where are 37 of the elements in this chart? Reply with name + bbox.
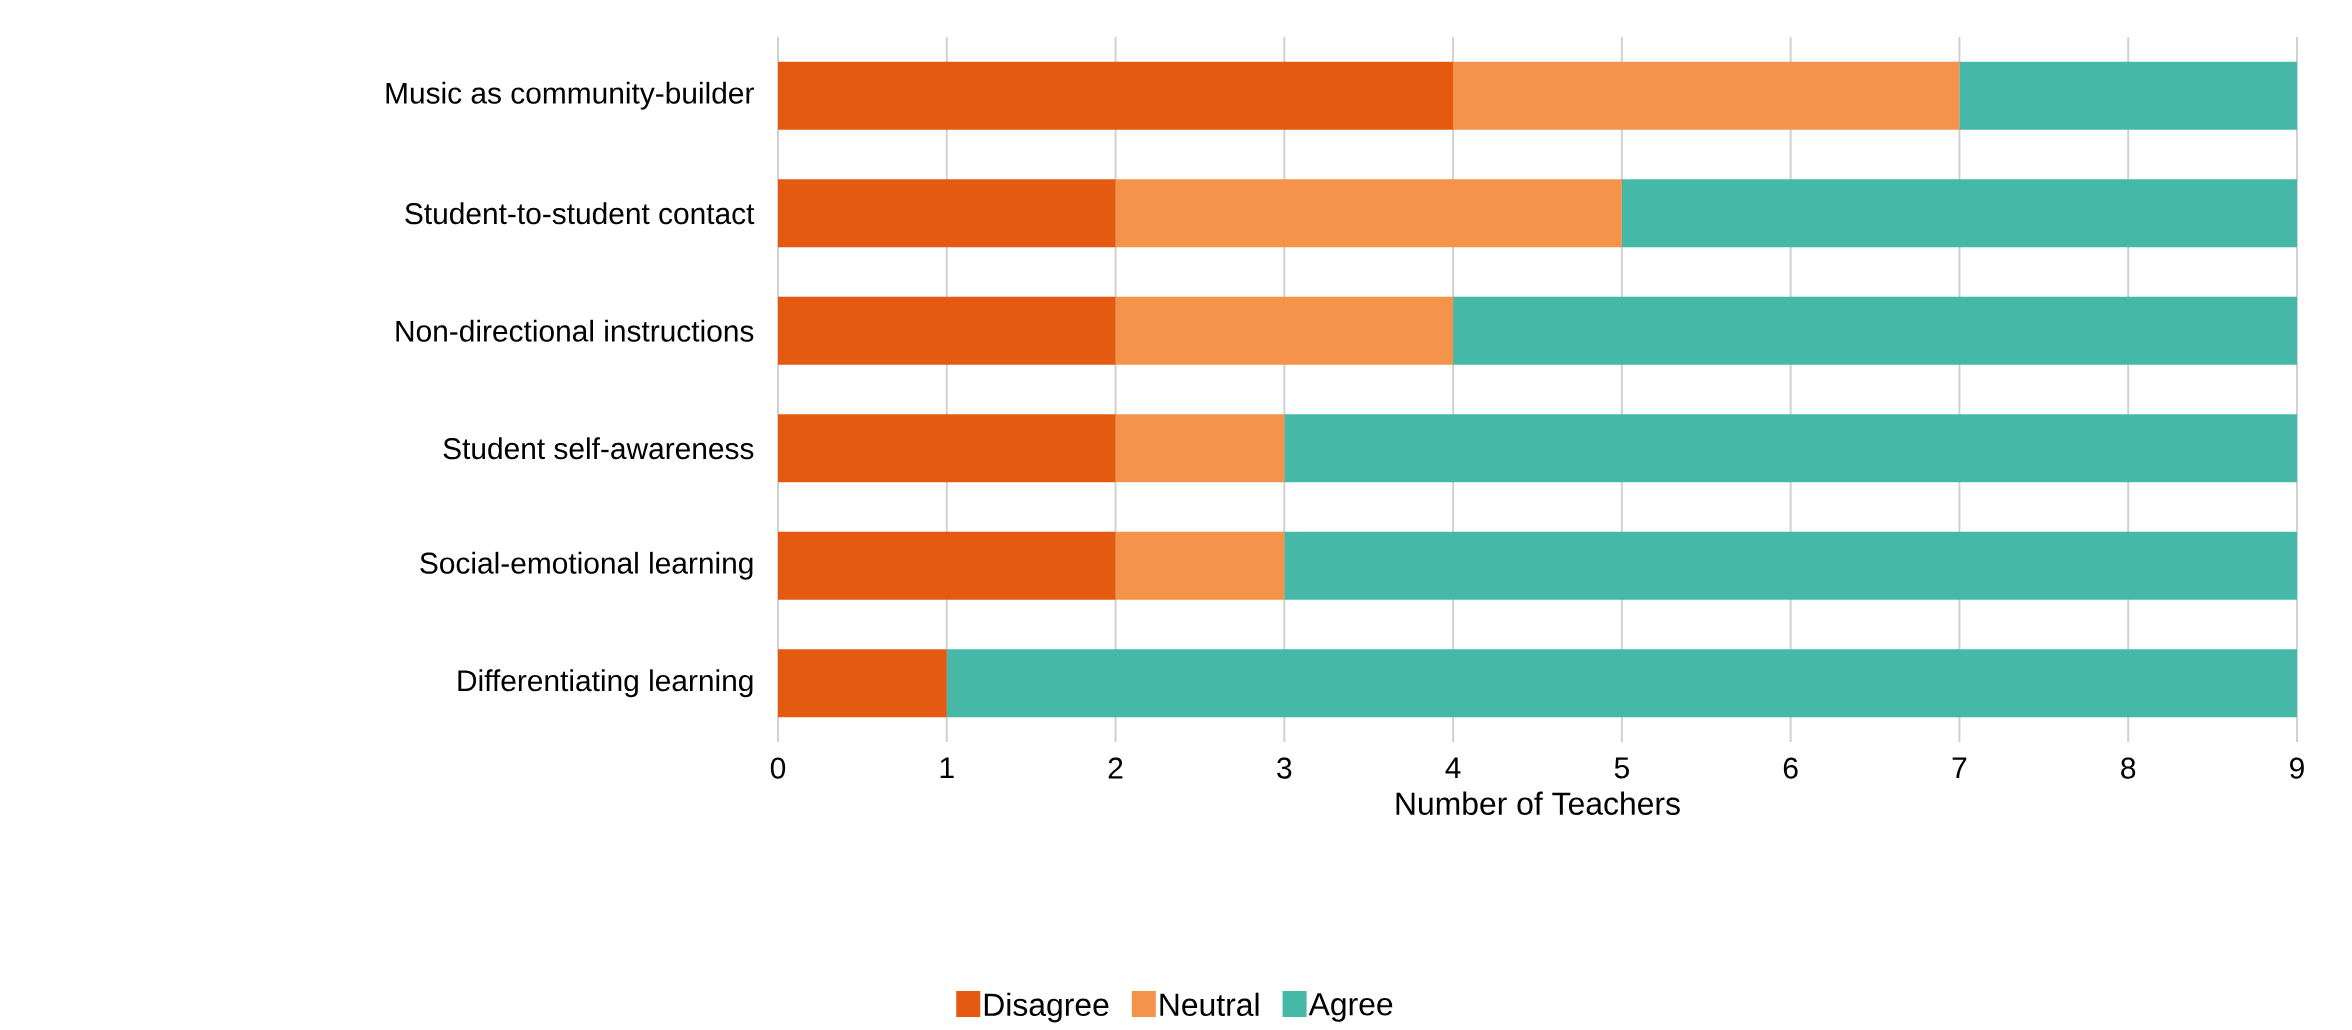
x-tick-label: 6 [1783,757,1798,779]
bar [1284,531,2297,600]
x-tick-label: 3 [1277,757,1292,779]
bar [778,296,1116,365]
bar [778,61,1454,130]
x-tick-label: 5 [1614,757,1629,779]
y-tick-label: Music as community-builder [386,81,754,110]
bar [1115,414,1285,483]
bar [778,179,1116,248]
bar [946,649,2297,718]
bar [778,414,1116,483]
bar [1115,296,1454,365]
x-tick-label: 2 [1108,757,1123,779]
bar [1621,179,2297,248]
x-tick-label: 1 [940,757,954,779]
y-tick-label: Student self-awareness [443,437,754,460]
x-tick-label: 8 [2121,757,2136,779]
legend-label: Disagree [984,992,1109,1023]
x-tick-label: 0 [770,757,786,779]
x-axis-title: Number of Teachers [1396,791,1680,815]
bar [778,649,947,718]
bar [1115,531,1285,600]
y-tick-label: Non-directional instructions [396,319,754,342]
bar [1284,414,2297,483]
bar [1959,61,2297,130]
y-tick-label: Student-to-student contact [405,202,755,225]
bar [1453,296,2297,365]
y-tick-label: Differentiating learning [458,669,753,698]
x-tick-label: 4 [1445,757,1461,779]
bar [778,531,1116,600]
y-tick-label: Social-emotional learning [420,551,753,580]
bar [1453,61,1960,130]
legend-label: Agree [1308,993,1393,1022]
legend-label: Neutral [1160,992,1259,1017]
x-tick-label: 7 [1952,757,1967,779]
bar [1115,179,1622,248]
x-tick-label: 9 [2290,757,2304,779]
